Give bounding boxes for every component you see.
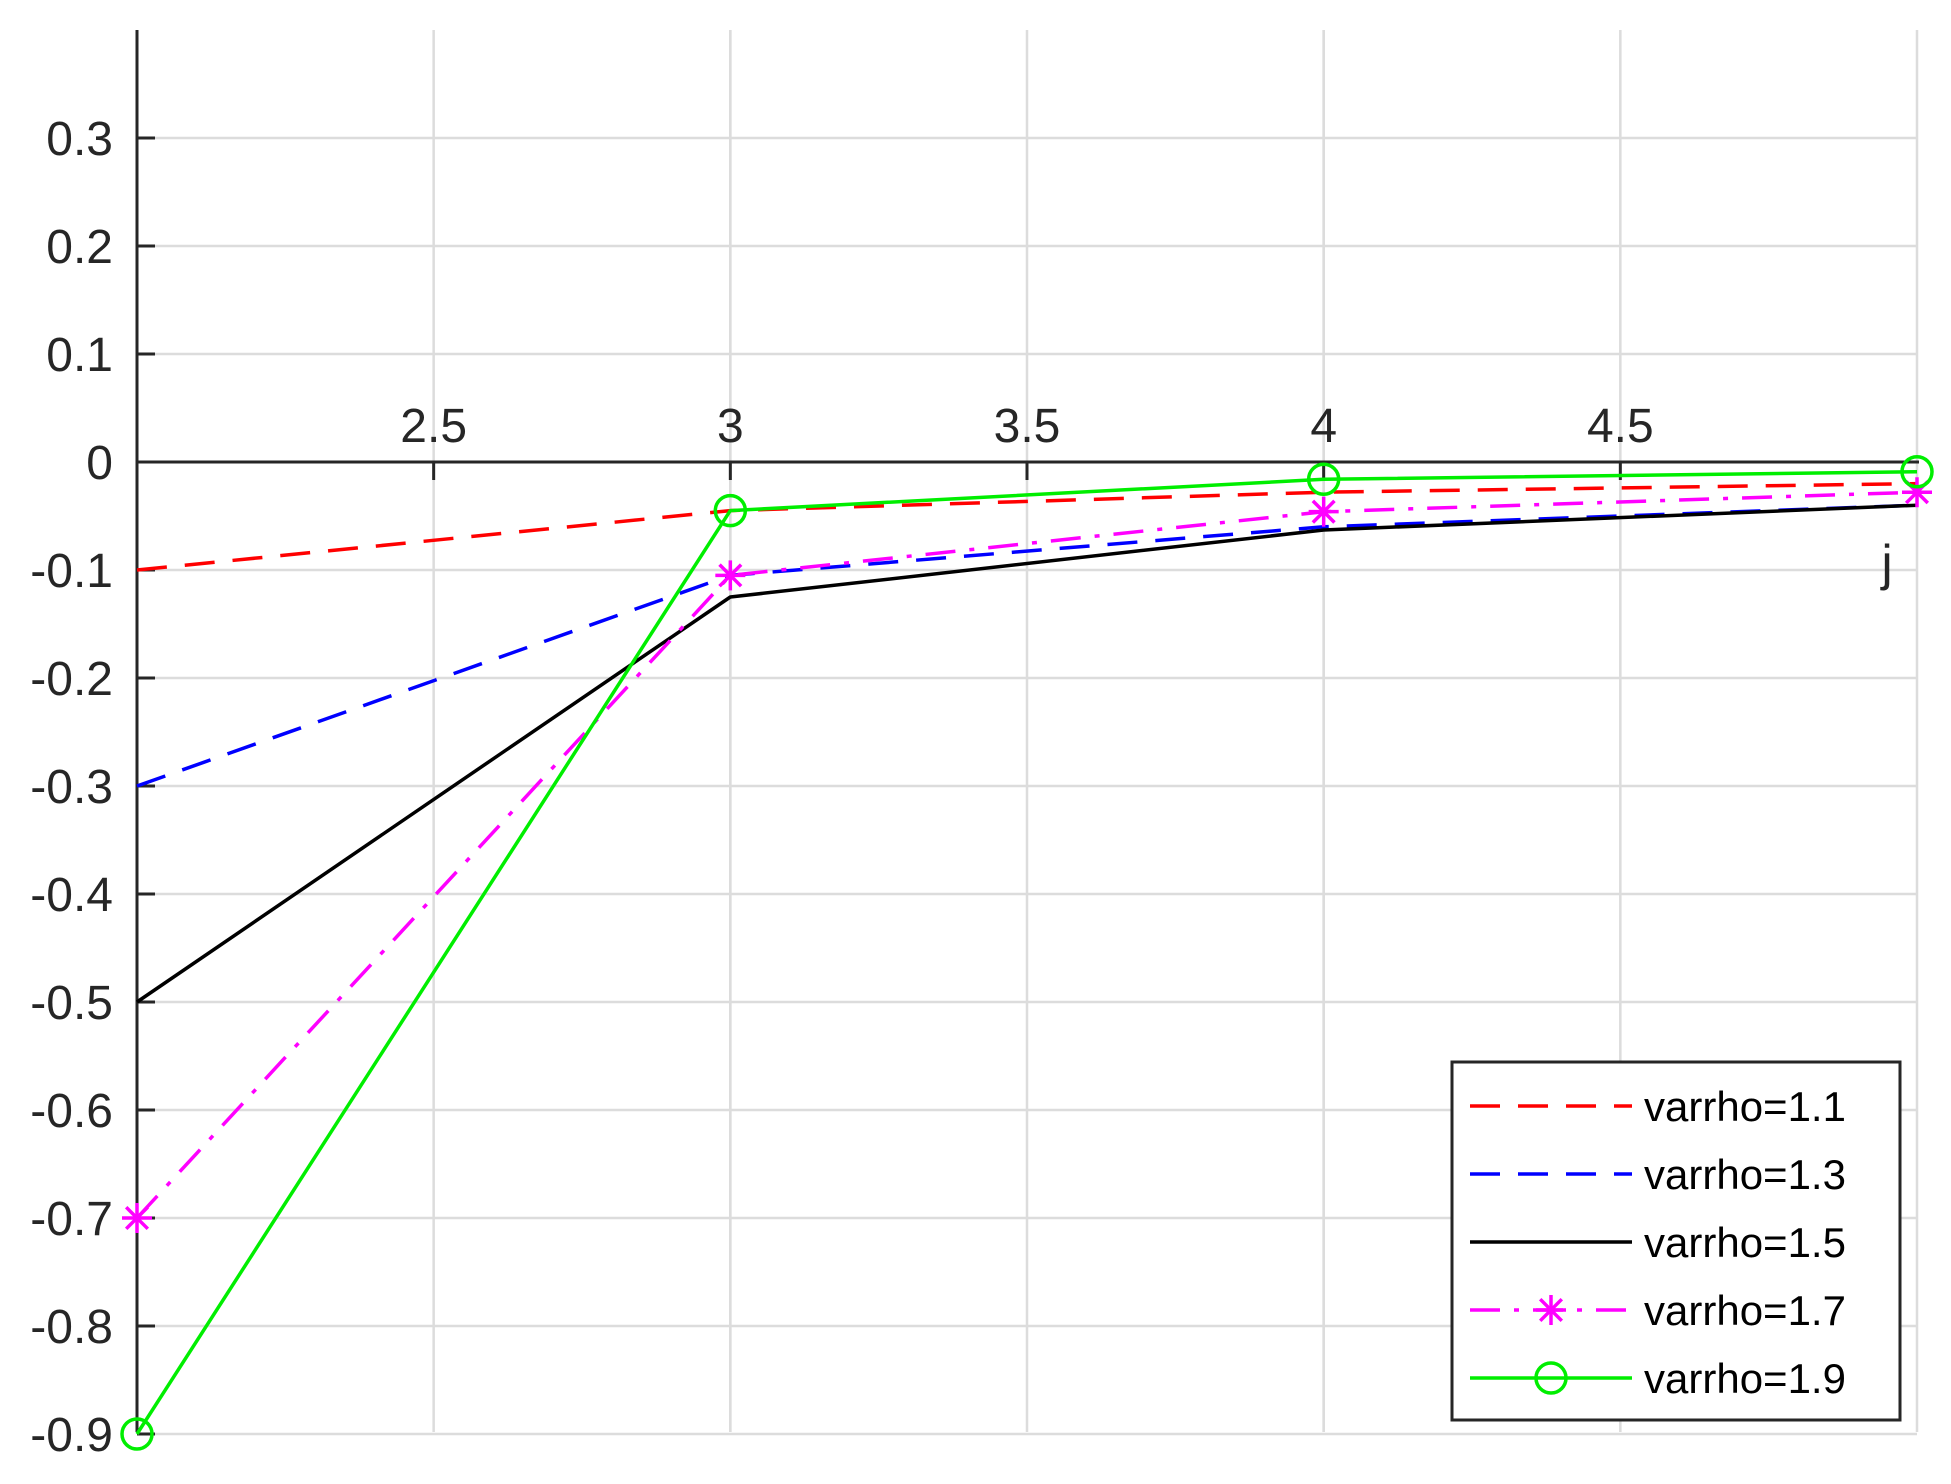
y-tick-label: -0.1 [30,545,113,598]
asterisk-stroke [1538,1297,1564,1323]
asterisk-stroke [1311,499,1336,524]
x-tick-label: 4.5 [1587,400,1654,453]
asterisk-marker [715,560,746,591]
legend-entry: varrho=1.5 [1470,1219,1846,1266]
x-tick-label: 2.5 [400,400,467,453]
asterisk-marker [122,1203,152,1233]
circle-marker [1534,1361,1568,1395]
series-line-2 [136,503,1918,788]
y-tick-label: 0.3 [46,113,113,166]
series-line-3 [136,503,1918,1004]
legend-entry: varrho=1.7 [1470,1287,1846,1334]
y-tick-label: -0.4 [30,869,113,922]
circle-marker [120,1417,154,1451]
asterisk-marker [1536,1295,1566,1325]
x-tick-label: 3.5 [994,400,1061,453]
series-line-5 [135,469,1918,1435]
circle-marker [713,493,748,528]
x-tick-label: 4 [1310,400,1337,453]
legend-label: varrho=1.1 [1644,1083,1846,1130]
legend: varrho=1.1 varrho=1.3 varrho=1.5 varrho=1.7… [1450,1060,1902,1422]
y-tick-label: -0.5 [30,977,113,1030]
legend-entry: varrho=1.3 [1470,1151,1846,1198]
series-lines [135,469,1918,1435]
y-tick-label: -0.9 [30,1409,113,1462]
y-tick-label: -0.3 [30,761,113,814]
x-tick-label: 3 [717,400,744,453]
y-tick-label: -0.2 [30,653,113,706]
y-tick-label: -0.7 [30,1193,113,1246]
circle-marker [1900,454,1934,489]
legend-entry: varrho=1.9 [1470,1355,1846,1402]
circle-marker [1306,462,1341,497]
legend-label: varrho=1.5 [1644,1219,1846,1266]
series-markers [120,454,1934,1451]
asterisk-stroke [124,1205,150,1231]
legend-label: varrho=1.3 [1644,1151,1846,1198]
y-tick-label: -0.8 [30,1301,113,1354]
y-tick-label: 0.1 [46,329,113,382]
legend-label: varrho=1.7 [1644,1287,1846,1334]
asterisk-marker [1308,496,1339,527]
tick-labels: 0.3 0.2 0.1 0 -0.1 -0.2 -0.3 -0.4 -0.5 -0.6 -0.7 -0… [30,113,1892,1462]
y-tick-label: 0 [86,437,113,490]
x-axis-label: j [1879,535,1892,591]
series-line-4 [135,490,1918,1220]
y-tick-label: -0.6 [30,1085,113,1138]
legend-label: varrho=1.9 [1644,1355,1846,1402]
axes [135,30,1919,1436]
y-tick-label: 0.2 [46,221,113,274]
series-line-1 [136,481,1918,572]
legend-entry: varrho=1.1 [1470,1083,1846,1130]
asterisk-stroke [718,563,743,588]
